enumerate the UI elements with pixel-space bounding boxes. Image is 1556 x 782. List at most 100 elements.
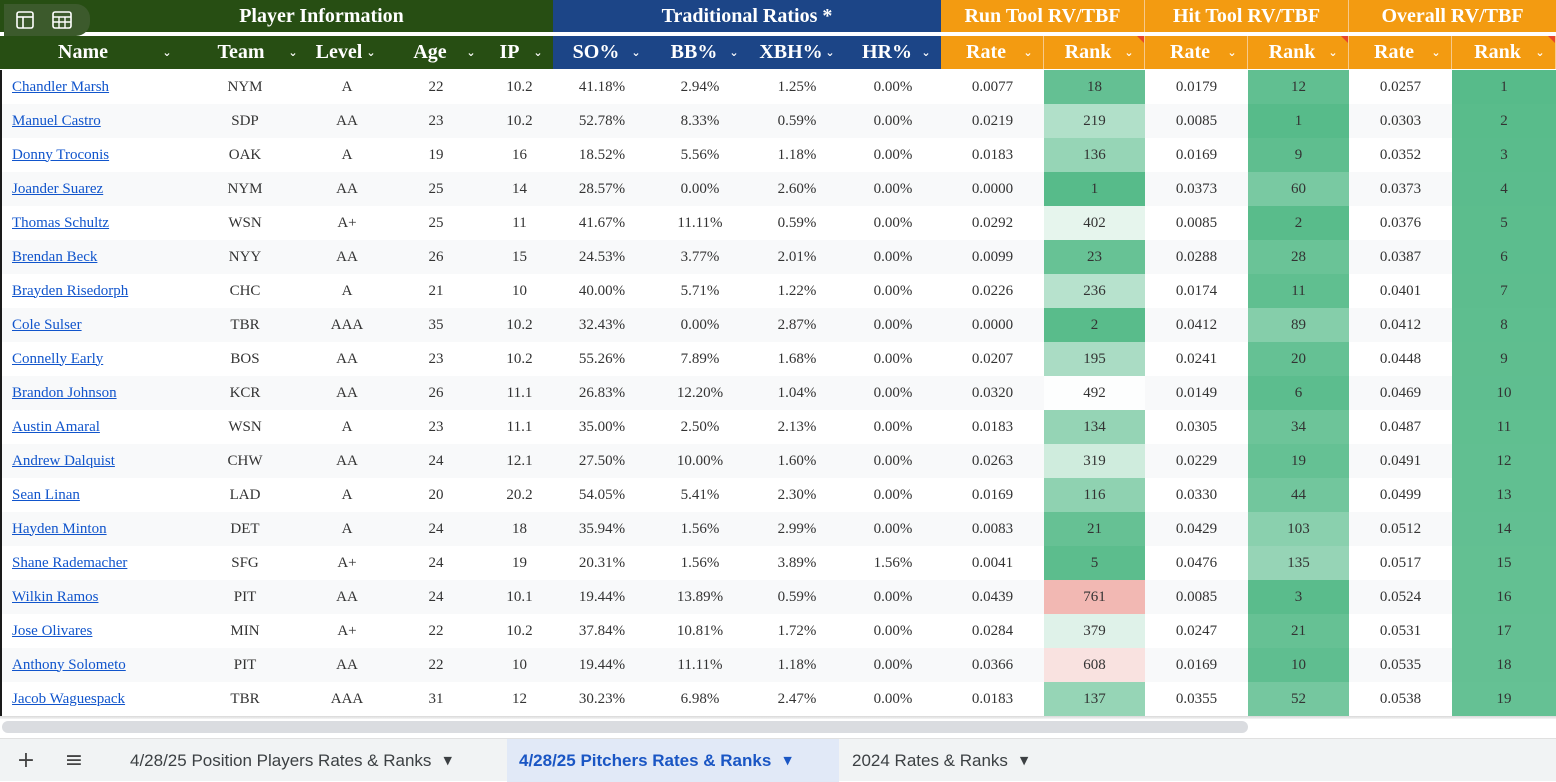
cell-bb[interactable]: 10.81% [676,622,724,639]
filter-dropdown-icon[interactable]: ⌄ [288,46,298,59]
column-header-ip[interactable]: IP ⌄ [486,36,553,69]
cell-level[interactable]: A+ [337,622,357,639]
cell-ip[interactable]: 10.2 [506,78,533,95]
cell-ovr_rank[interactable]: 15 [1452,546,1556,580]
cell-run_rate[interactable]: 0.0284 [971,622,1014,639]
cell-ip[interactable]: 11.1 [506,384,533,401]
cell-hr[interactable]: 1.56% [873,554,913,571]
cell-level[interactable]: A [341,146,353,163]
player-name-link[interactable]: Brayden Risedorph [12,282,129,299]
cell-age[interactable]: 23 [428,350,444,367]
cell-xbh[interactable]: 1.04% [777,384,817,401]
cell-hr[interactable]: 0.00% [873,78,913,95]
cell-hit_rank[interactable]: 44 [1248,478,1349,512]
cell-hit_rate[interactable]: 0.0412 [1175,316,1218,333]
cell-hr[interactable]: 0.00% [873,622,913,639]
cell-bb[interactable]: 0.00% [680,316,720,333]
cell-level[interactable]: A+ [337,214,357,231]
column-header-hr[interactable]: HR% ⌄ [845,36,941,69]
cell-hr[interactable]: 0.00% [873,282,913,299]
cell-ovr_rank[interactable]: 14 [1452,512,1556,546]
cell-run_rank[interactable]: 136 [1044,138,1145,172]
cell-hr[interactable]: 0.00% [873,418,913,435]
cell-ovr_rank[interactable]: 5 [1452,206,1556,240]
column-header-level[interactable]: Level ⌄ [308,36,386,69]
cell-so[interactable]: 41.18% [578,78,626,95]
cell-run_rate[interactable]: 0.0183 [971,690,1014,707]
cell-so[interactable]: 35.00% [578,418,626,435]
cell-ovr_rank[interactable]: 17 [1452,614,1556,648]
cell-hit_rate[interactable]: 0.0476 [1175,554,1218,571]
cell-bb[interactable]: 12.20% [676,384,724,401]
cell-hit_rate[interactable]: 0.0149 [1175,384,1218,401]
cell-level[interactable]: A+ [337,554,357,571]
all-sheets-button[interactable]: ≡ [52,739,96,782]
filter-dropdown-icon[interactable]: ⌄ [729,46,739,59]
cell-ip[interactable]: 14 [512,180,527,197]
column-header-so[interactable]: SO% ⌄ [553,36,651,69]
cell-ovr_rate[interactable]: 0.0448 [1379,350,1422,367]
cell-team[interactable]: SDP [231,112,259,129]
cell-age[interactable]: 23 [428,112,444,129]
cell-name[interactable]: Cole Sulser [2,308,182,342]
filter-dropdown-icon[interactable]: ⌄ [1227,46,1237,59]
cell-age[interactable]: 22 [428,622,444,639]
cell-so[interactable]: 40.00% [578,282,626,299]
cell-team[interactable]: TBR [230,316,260,333]
cell-name[interactable]: Brendan Beck [2,240,182,274]
filter-dropdown-icon[interactable]: ⌄ [631,46,641,59]
cell-team[interactable]: WSN [228,418,262,435]
cell-ovr_rank[interactable]: 6 [1452,240,1556,274]
sheet-tab-1[interactable]: 4/28/25 Pitchers Rates & Ranks ▼ [507,739,839,782]
cell-bb[interactable]: 8.33% [680,112,720,129]
cell-run_rank[interactable]: 402 [1044,206,1145,240]
cell-ovr_rate[interactable]: 0.0376 [1379,214,1422,231]
cell-ovr_rate[interactable]: 0.0491 [1379,452,1422,469]
cell-bb[interactable]: 10.00% [676,452,724,469]
cell-name[interactable]: Shane Rademacher [2,546,182,580]
cell-age[interactable]: 22 [428,78,444,95]
cell-bb[interactable]: 2.50% [680,418,720,435]
cell-age[interactable]: 35 [428,316,444,333]
cell-level[interactable]: A [341,486,353,503]
player-name-link[interactable]: Chandler Marsh [12,78,110,95]
cell-xbh[interactable]: 1.18% [777,656,817,673]
cell-ip[interactable]: 11 [512,214,527,231]
cell-bb[interactable]: 6.98% [680,690,720,707]
cell-name[interactable]: Andrew Dalquist [2,444,182,478]
cell-hit_rank[interactable]: 52 [1248,682,1349,716]
cell-ip[interactable]: 11.1 [506,418,533,435]
cell-ovr_rate[interactable]: 0.0487 [1379,418,1422,435]
cell-hr[interactable]: 0.00% [873,486,913,503]
cell-run_rate[interactable]: 0.0320 [971,384,1014,401]
cell-run_rank[interactable]: 23 [1044,240,1145,274]
cell-run_rank[interactable]: 319 [1044,444,1145,478]
cell-age[interactable]: 24 [428,588,444,605]
horizontal-scrollbar[interactable] [0,719,1556,735]
cell-hr[interactable]: 0.00% [873,350,913,367]
cell-name[interactable]: Jacob Waguespack [2,682,182,716]
cell-hit_rate[interactable]: 0.0241 [1175,350,1218,367]
cell-level[interactable]: AA [336,384,358,401]
cell-ip[interactable]: 10.2 [506,316,533,333]
cell-level[interactable]: AA [336,112,358,129]
cell-hr[interactable]: 0.00% [873,656,913,673]
cell-hit_rank[interactable]: 135 [1248,546,1349,580]
cell-hit_rank[interactable]: 6 [1248,376,1349,410]
column-header-ovr_rank[interactable]: Rank ⌄ [1452,36,1556,69]
cell-xbh[interactable]: 1.22% [777,282,817,299]
cell-team[interactable]: DET [230,520,260,537]
cell-team[interactable]: BOS [230,350,260,367]
cell-ovr_rate[interactable]: 0.0499 [1379,486,1422,503]
cell-so[interactable]: 18.52% [578,146,626,163]
cell-name[interactable]: Joander Suarez [2,172,182,206]
cell-hit_rate[interactable]: 0.0247 [1175,622,1218,639]
cell-ip[interactable]: 10 [512,656,527,673]
cell-team[interactable]: KCR [229,384,261,401]
player-name-link[interactable]: Joander Suarez [12,180,104,197]
cell-hit_rank[interactable]: 12 [1248,70,1349,104]
column-header-run_rank[interactable]: Rank ⌄ [1044,36,1145,69]
cell-so[interactable]: 35.94% [578,520,626,537]
cell-level[interactable]: A [341,282,353,299]
column-header-age[interactable]: Age ⌄ [386,36,486,69]
